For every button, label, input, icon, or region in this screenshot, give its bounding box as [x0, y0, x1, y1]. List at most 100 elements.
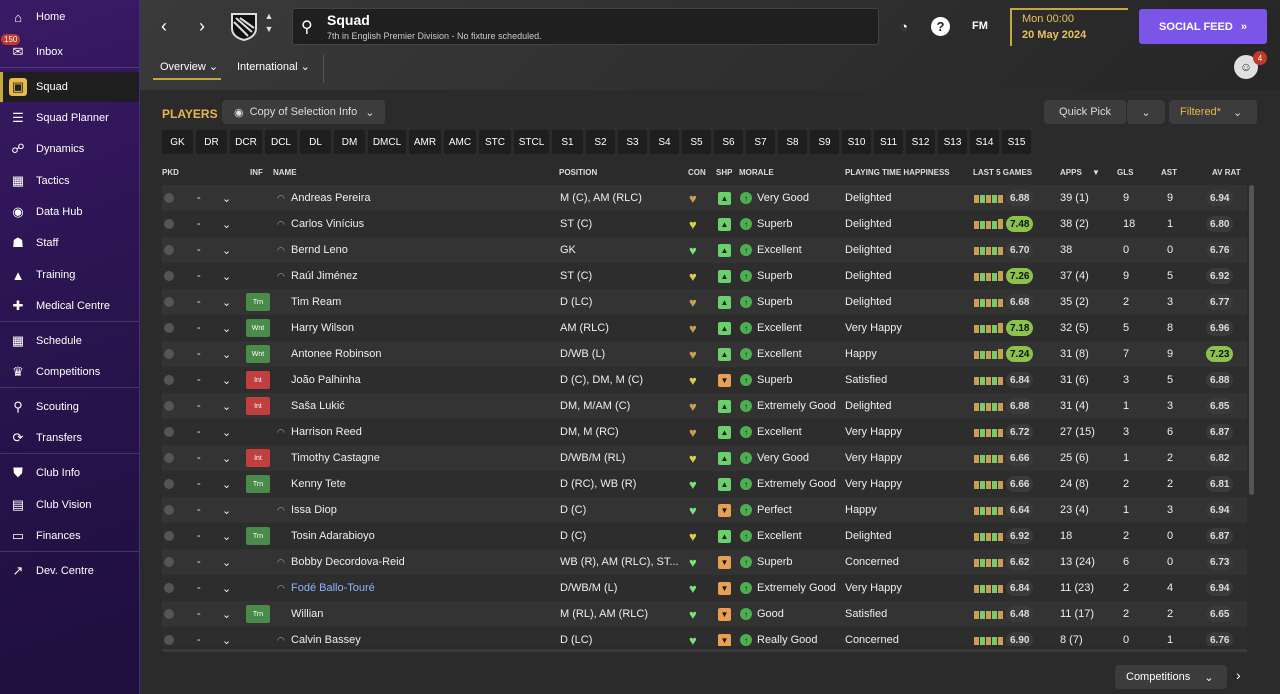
- date-display[interactable]: Mon 00:00 20 May 2024: [1010, 8, 1128, 46]
- pick-cell[interactable]: [164, 471, 174, 497]
- position-filter-stcl[interactable]: STCL: [514, 130, 549, 154]
- club-switch-arrows[interactable]: ▲ ▼: [264, 11, 274, 34]
- row-menu-chevron-icon[interactable]: ⌄: [222, 582, 232, 595]
- sidebar-item-club-vision[interactable]: ▤ Club Vision: [0, 490, 139, 520]
- pick-checkbox[interactable]: [164, 375, 174, 385]
- quick-pick-button[interactable]: Quick Pick: [1044, 100, 1126, 124]
- pick-checkbox[interactable]: [164, 505, 174, 515]
- sidebar-item-dev-centre[interactable]: ↗ Dev. Centre: [0, 556, 139, 586]
- pick-cell[interactable]: [164, 445, 174, 471]
- filter-button[interactable]: Filtered* ⌄: [1169, 100, 1257, 124]
- row-menu-chevron-icon[interactable]: ⌄: [222, 556, 232, 569]
- position-filter-amc[interactable]: AMC: [444, 130, 476, 154]
- row-menu-chevron-icon[interactable]: ⌄: [222, 452, 232, 465]
- tab-overview[interactable]: Overview ⌄: [160, 60, 218, 73]
- row-menu-chevron-icon[interactable]: ⌄: [222, 348, 232, 361]
- table-row[interactable]: - ⌄ ◠ Issa Diop D (C) ♥ ▼ ↑ Perfect Happy 6.64 23 (…: [162, 497, 1247, 523]
- pick-checkbox[interactable]: [164, 583, 174, 593]
- table-row[interactable]: - ⌄ ◠ Raúl Jiménez ST (C) ♥ ▲ ↑ Superb Delighted 7…: [162, 263, 1247, 289]
- tab-international[interactable]: International ⌄: [237, 60, 310, 73]
- player-name[interactable]: Tim Ream: [291, 296, 342, 308]
- col-apps[interactable]: APPS ▼: [1060, 168, 1100, 177]
- position-filter-dcl[interactable]: DCL: [265, 130, 297, 154]
- pick-cell[interactable]: [164, 263, 174, 289]
- row-menu-chevron-icon[interactable]: ⌄: [222, 530, 232, 543]
- pick-cell[interactable]: [164, 575, 174, 601]
- pick-checkbox[interactable]: [164, 427, 174, 437]
- table-horizontal-scroll[interactable]: [162, 649, 1247, 652]
- pick-checkbox[interactable]: [164, 271, 174, 281]
- pick-checkbox[interactable]: [164, 193, 174, 203]
- position-filter-stc[interactable]: STC: [479, 130, 511, 154]
- pick-cell[interactable]: [164, 289, 174, 315]
- position-filter-s12[interactable]: S12: [906, 130, 935, 154]
- pick-checkbox[interactable]: [164, 297, 174, 307]
- table-row[interactable]: - ⌄ Wnt Antonee Robinson D/WB (L) ♥ ▲ ↑ Excellen…: [162, 341, 1247, 367]
- page-title-search[interactable]: ⚲ Squad 7th in English Premier Division …: [292, 8, 879, 45]
- social-feed-button[interactable]: SOCIAL FEED »: [1139, 9, 1267, 44]
- player-name[interactable]: Kenny Tete: [291, 478, 346, 490]
- player-name[interactable]: João Palhinha: [291, 374, 361, 386]
- pick-cell[interactable]: [164, 185, 174, 211]
- position-filter-s9[interactable]: S9: [810, 130, 839, 154]
- table-row[interactable]: - ⌄ ◠ Bobby Decordova-Reid WB (R), AM (RLC),…: [162, 549, 1247, 575]
- col-playing-time[interactable]: PLAYING TIME HAPPINESS: [845, 168, 950, 177]
- view-selector[interactable]: ◉ Copy of Selection Info ⌄: [222, 100, 385, 124]
- pick-cell[interactable]: [164, 367, 174, 393]
- position-filter-s6[interactable]: S6: [714, 130, 743, 154]
- row-menu-chevron-icon[interactable]: ⌄: [222, 608, 232, 621]
- sidebar-item-data-hub[interactable]: ◉ Data Hub: [0, 197, 139, 227]
- row-menu-chevron-icon[interactable]: ⌄: [222, 296, 232, 309]
- col-av-rat[interactable]: AV RAT: [1212, 168, 1241, 177]
- club-crest-icon[interactable]: [228, 10, 260, 42]
- player-name[interactable]: Saša Lukić: [291, 400, 345, 412]
- col-name[interactable]: NAME: [273, 168, 297, 177]
- forward-button[interactable]: ›: [199, 15, 205, 36]
- position-filter-s11[interactable]: S11: [874, 130, 903, 154]
- position-filter-dm[interactable]: DM: [334, 130, 365, 154]
- row-menu-chevron-icon[interactable]: ⌄: [222, 374, 232, 387]
- pick-checkbox[interactable]: [164, 635, 174, 645]
- table-row[interactable]: - ⌄ Int Saša Lukić DM, M/AM (C) ♥ ▲ ↑ Extremely …: [162, 393, 1247, 419]
- position-filter-dl[interactable]: DL: [300, 130, 331, 154]
- player-name[interactable]: Bobby Decordova-Reid: [291, 556, 405, 568]
- pick-cell[interactable]: [164, 315, 174, 341]
- player-name[interactable]: Timothy Castagne: [291, 452, 380, 464]
- pick-checkbox[interactable]: [164, 531, 174, 541]
- competitions-dropdown[interactable]: Competitions ⌄: [1115, 665, 1227, 689]
- table-row[interactable]: - ⌄ Wnt Harry Wilson AM (RLC) ♥ ▲ ↑ Excellent Ver…: [162, 315, 1247, 341]
- pick-cell[interactable]: [164, 393, 174, 419]
- col-last5[interactable]: LAST 5 GAMES: [973, 168, 1033, 177]
- table-row[interactable]: - ⌄ ◠ Fodé Ballo-Touré D/WB/M (L) ♥ ▼ ↑ Extremel…: [162, 575, 1247, 601]
- pick-cell[interactable]: [164, 497, 174, 523]
- sidebar-item-squad[interactable]: ▣ Squad: [0, 72, 139, 102]
- sidebar-item-training[interactable]: ▲ Training: [0, 260, 139, 290]
- col-ast[interactable]: AST: [1161, 168, 1177, 177]
- pick-cell[interactable]: [164, 523, 174, 549]
- position-filter-amr[interactable]: AMR: [409, 130, 441, 154]
- table-row[interactable]: - ⌄ ◠ Andreas Pereira M (C), AM (RLC) ♥ ▲ ↑ Very…: [162, 185, 1247, 211]
- row-menu-chevron-icon[interactable]: ⌄: [222, 504, 232, 517]
- pick-cell[interactable]: [164, 237, 174, 263]
- sidebar-item-tactics[interactable]: ▦ Tactics: [0, 166, 139, 196]
- table-row[interactable]: - ⌄ Int Timothy Castagne D/WB/M (RL) ♥ ▲ ↑ Very …: [162, 445, 1247, 471]
- pick-cell[interactable]: [164, 341, 174, 367]
- player-name[interactable]: Antonee Robinson: [291, 348, 382, 360]
- pick-checkbox[interactable]: [164, 557, 174, 567]
- col-shp[interactable]: SHP: [716, 168, 733, 177]
- col-position[interactable]: POSITION: [559, 168, 598, 177]
- table-scrollbar[interactable]: [1249, 185, 1254, 495]
- pick-checkbox[interactable]: [164, 453, 174, 463]
- position-filter-dr[interactable]: DR: [196, 130, 227, 154]
- position-filter-s10[interactable]: S10: [842, 130, 871, 154]
- table-row[interactable]: - ⌄ ◠ Carlos Vinícius ST (C) ♥ ▲ ↑ Superb Delight…: [162, 211, 1247, 237]
- col-gls[interactable]: GLS: [1117, 168, 1134, 177]
- pick-cell[interactable]: [164, 601, 174, 627]
- help-icon[interactable]: ?: [931, 17, 950, 36]
- row-menu-chevron-icon[interactable]: ⌄: [222, 244, 232, 257]
- position-filter-s5[interactable]: S5: [682, 130, 711, 154]
- player-name[interactable]: Fodé Ballo-Touré: [291, 582, 375, 594]
- pick-checkbox[interactable]: [164, 219, 174, 229]
- sidebar-item-inbox[interactable]: ✉ Inbox 150: [0, 34, 139, 67]
- position-filter-s3[interactable]: S3: [618, 130, 647, 154]
